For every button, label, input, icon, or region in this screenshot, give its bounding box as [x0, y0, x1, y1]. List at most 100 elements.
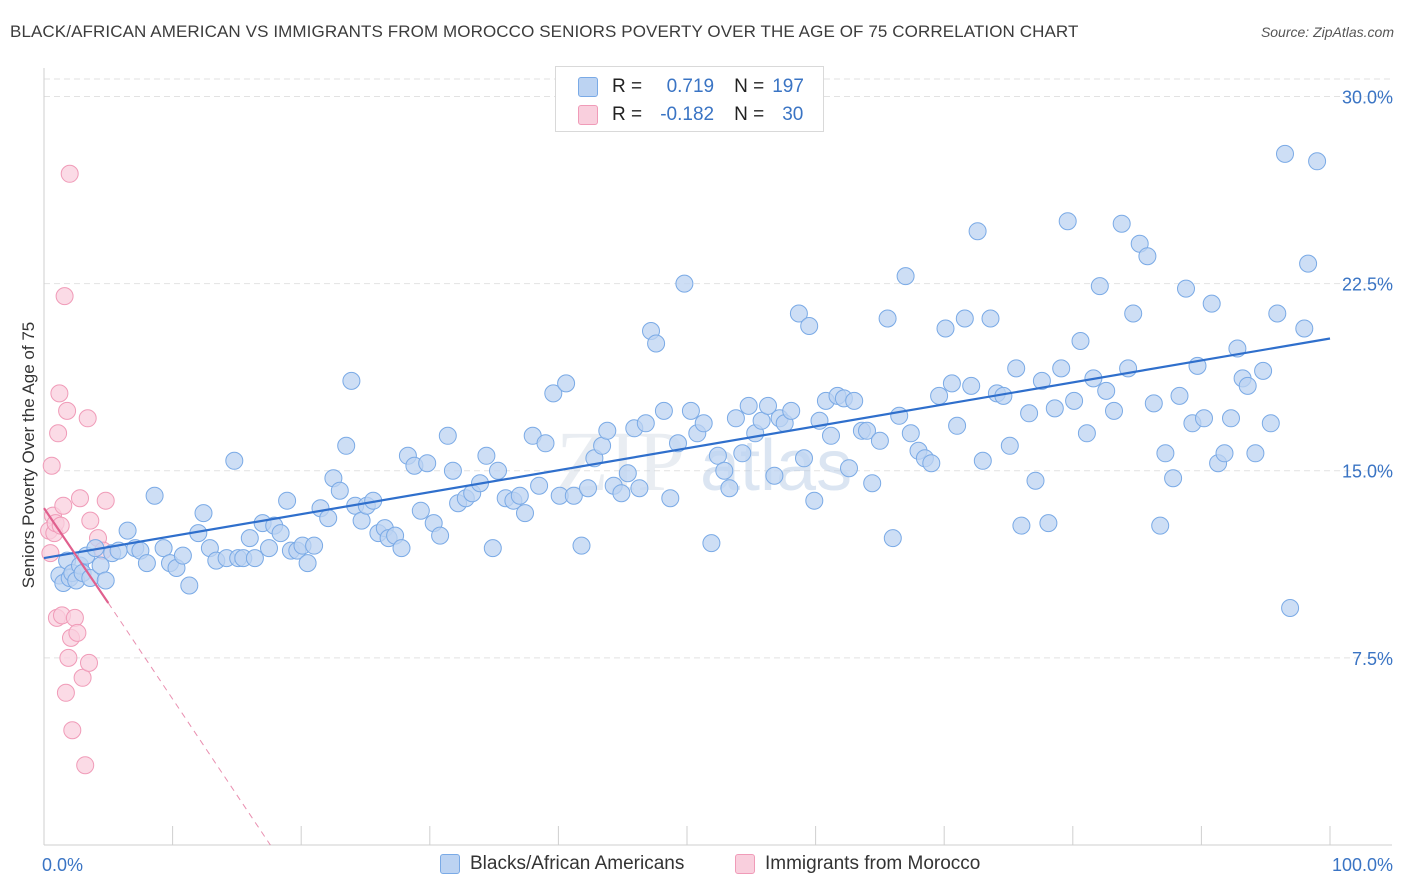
legend-swatch-blue [578, 77, 598, 97]
black-point [840, 459, 858, 478]
black-point [681, 401, 700, 420]
x-tick-label: 0.0% [42, 855, 83, 875]
black-point [330, 481, 349, 500]
black-point [822, 426, 840, 445]
black-point [1195, 409, 1213, 428]
y-tick-label: 15.0% [1342, 462, 1393, 482]
morocco-trend-line [43, 507, 110, 604]
black-point [795, 449, 813, 468]
black-point [173, 546, 192, 565]
black-point [733, 444, 752, 463]
black-point [483, 539, 502, 558]
black-point [418, 454, 437, 473]
morocco-point [96, 491, 115, 510]
black-trend-line [43, 337, 1331, 560]
black-point [240, 529, 259, 548]
correlation-legend: R = 0.719 N = 197 R = -0.182 N = 30 [555, 66, 824, 132]
black-point [618, 464, 637, 483]
black-point [930, 386, 949, 405]
black-point [720, 479, 739, 498]
black-point [870, 431, 889, 450]
black-point [1151, 516, 1170, 535]
black-point [1026, 471, 1045, 490]
trend-lines [43, 337, 1331, 846]
legend-n-value: 30 [782, 104, 804, 125]
black-point [1308, 152, 1327, 171]
morocco-point [54, 496, 73, 515]
black-point [477, 446, 496, 465]
black-point [715, 461, 734, 480]
black-point [759, 396, 777, 415]
black-point [800, 317, 819, 335]
black-point [137, 554, 156, 573]
bottom-legend-label-morocco: Immigrants from Morocco [765, 853, 981, 874]
black-point [1124, 304, 1143, 323]
black-point [489, 461, 507, 480]
black-point [948, 416, 967, 435]
morocco-point [78, 409, 97, 428]
morocco-point [76, 756, 95, 775]
legend-r-value: 0.719 [666, 76, 715, 97]
black-point [654, 401, 673, 420]
black-point [443, 461, 462, 480]
black-point [1238, 376, 1257, 395]
black-point [922, 454, 941, 473]
black-point [1222, 409, 1240, 428]
black-point [516, 504, 534, 523]
black-point [752, 411, 771, 430]
morocco-point [63, 721, 82, 740]
legend-r-label: R = [612, 104, 643, 125]
black-point [319, 509, 338, 528]
black-point [1295, 319, 1314, 338]
black-point [1202, 294, 1221, 313]
black-point [1000, 436, 1019, 455]
morocco-point [68, 623, 87, 642]
black-point [890, 406, 909, 425]
black-point [647, 334, 666, 353]
black-point [572, 536, 591, 555]
black-point [694, 414, 713, 433]
black-point [1045, 399, 1064, 418]
series-morocco-points [40, 164, 115, 775]
black-point [260, 539, 278, 558]
black-point [154, 539, 173, 558]
bottom-legend-morocco: Immigrants from Morocco [735, 852, 980, 876]
black-point [342, 371, 361, 390]
black-point [1012, 516, 1031, 535]
black-point [901, 424, 920, 443]
black-point [544, 384, 563, 403]
black-point [669, 434, 687, 453]
black-point [782, 401, 801, 420]
black-point [661, 489, 680, 508]
black-point [431, 526, 450, 545]
chart-title: BLACK/AFRICAN AMERICAN VS IMMIGRANTS FRO… [10, 22, 1079, 41]
black-point [557, 374, 576, 393]
black-point [564, 486, 583, 505]
black-point [1276, 144, 1294, 163]
morocco-trend-extension [107, 602, 271, 846]
black-point [536, 434, 555, 453]
axes [43, 68, 1392, 846]
black-point [118, 521, 137, 540]
legend-row-black: R = 0.719 N = 197 [578, 73, 804, 101]
black-point [1156, 444, 1175, 463]
legend-n-label: N = [734, 104, 765, 125]
black-point [739, 396, 758, 415]
black-point [298, 554, 317, 573]
black-point [1164, 469, 1183, 488]
black-point [194, 504, 213, 523]
black-point [1144, 394, 1163, 413]
y-tick-labels: 7.5% 15.0% 22.5% 30.0% [1342, 87, 1393, 668]
black-point [438, 426, 457, 445]
black-point [765, 466, 784, 485]
morocco-point [50, 384, 69, 403]
black-point [805, 491, 824, 510]
black-point [1058, 212, 1077, 231]
black-point [1281, 599, 1300, 617]
bottom-legend-swatch-blue [440, 854, 460, 874]
black-point [145, 486, 164, 505]
black-point [1261, 414, 1280, 433]
black-point [271, 524, 290, 543]
legend-r-value: -0.182 [660, 104, 715, 125]
black-point [337, 436, 356, 455]
